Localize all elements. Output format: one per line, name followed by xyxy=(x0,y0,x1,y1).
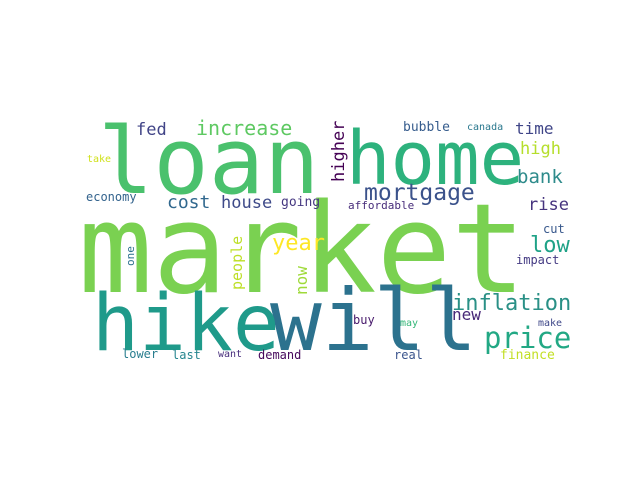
word-mortgage: mortgage xyxy=(364,180,475,206)
word-loan: loan xyxy=(98,108,320,215)
word-want: want xyxy=(218,349,242,360)
word-new: new xyxy=(452,305,481,324)
word-real: real xyxy=(394,348,423,362)
word-canada: canada xyxy=(467,122,503,133)
word-market: market xyxy=(78,178,526,322)
word-one: one xyxy=(124,246,137,266)
word-increase: increase xyxy=(196,116,292,140)
word-buy: buy xyxy=(353,313,375,327)
word-house: house xyxy=(221,193,272,213)
word-inflation: inflation xyxy=(452,291,571,316)
word-finance: finance xyxy=(500,348,555,363)
word-last: last xyxy=(172,348,201,362)
word-cost: cost xyxy=(167,192,210,213)
word-time: time xyxy=(515,119,554,138)
word-will: will xyxy=(270,271,477,371)
word-home: home xyxy=(346,116,524,202)
word-higher: higher xyxy=(329,121,349,182)
word-now: now xyxy=(292,266,311,295)
word-demand: demand xyxy=(258,348,301,362)
word-bank: bank xyxy=(517,166,563,188)
word-impact: impact xyxy=(516,253,559,267)
word-cut: cut xyxy=(543,222,565,236)
word-rise: rise xyxy=(528,195,569,215)
word-make: make xyxy=(538,318,562,329)
word-may: may xyxy=(400,318,418,329)
word-lower: lower xyxy=(122,347,158,361)
word-fed: fed xyxy=(136,120,167,140)
word-bubble: bubble xyxy=(403,120,450,135)
word-affordable: affordable xyxy=(348,199,414,212)
word-year: year xyxy=(272,231,325,256)
word-price: price xyxy=(484,321,571,355)
word-economy: economy xyxy=(86,190,137,204)
word-people: people xyxy=(228,236,246,290)
word-hike: hike xyxy=(92,279,280,369)
word-take: take xyxy=(87,154,111,165)
word-low: low xyxy=(530,233,570,258)
word-going: going xyxy=(281,195,320,210)
word-high: high xyxy=(520,139,561,159)
